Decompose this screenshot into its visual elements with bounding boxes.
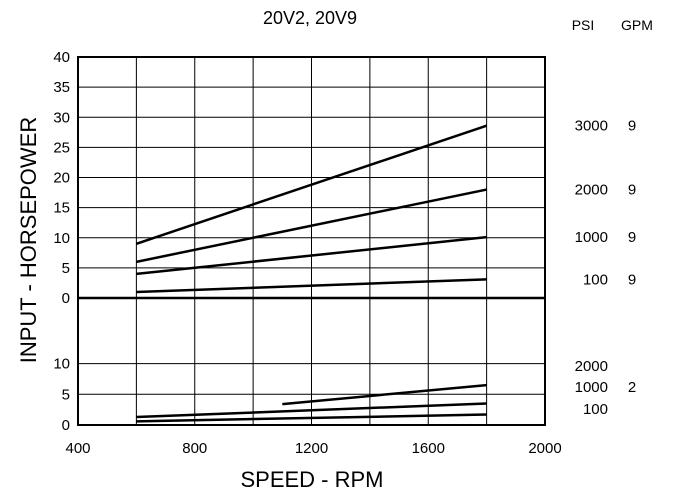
gpm-header: GPM bbox=[621, 17, 653, 33]
grid-upper bbox=[78, 57, 545, 298]
lower-series-line bbox=[136, 413, 487, 423]
y-tick-label-upper: 25 bbox=[53, 139, 70, 156]
y-axis-label: INPUT - HORSEPOWER bbox=[16, 117, 41, 364]
psi-label-lower: 1000 bbox=[575, 379, 608, 396]
right-labels: 3000 9 2000 9 1000 9 100 9 2000 1000 100 2 bbox=[575, 118, 637, 418]
upper-series-group bbox=[135, 124, 488, 294]
x-tick-label: 400 bbox=[65, 440, 90, 457]
y-tick-label-upper: 40 bbox=[53, 49, 70, 66]
psi-label: 3000 bbox=[575, 118, 608, 135]
y-tick-label-lower: 5 bbox=[62, 386, 70, 403]
y-tick-label-upper: 10 bbox=[53, 230, 70, 247]
x-tick-label: 2000 bbox=[528, 440, 561, 457]
gpm-label: 9 bbox=[628, 229, 636, 246]
lower-series-group bbox=[136, 383, 487, 423]
plot-frame bbox=[77, 56, 546, 426]
psi-label: 2000 bbox=[575, 182, 608, 199]
lower-series-line bbox=[282, 383, 487, 406]
plot-border bbox=[77, 56, 546, 426]
x-tick-label: 1200 bbox=[295, 440, 328, 457]
y-tick-label-lower: 0 bbox=[62, 417, 70, 434]
y-tick-label-upper: 35 bbox=[53, 79, 70, 96]
psi-header: PSI bbox=[572, 17, 595, 33]
y-tick-label-upper: 5 bbox=[62, 260, 70, 277]
psi-label-lower: 100 bbox=[583, 401, 608, 418]
gpm-label: 9 bbox=[628, 271, 636, 288]
y-tick-label-upper: 0 bbox=[62, 290, 70, 307]
gpm-label: 9 bbox=[628, 182, 636, 199]
grid-lower bbox=[78, 298, 545, 425]
tick-labels: 40 35 30 25 20 15 10 5 0 10 5 0 400 800 1200 1600 2000 bbox=[53, 49, 561, 457]
psi-label-lower: 2000 bbox=[575, 358, 608, 375]
psi-label: 100 bbox=[583, 271, 608, 288]
upper-series-line bbox=[136, 235, 487, 276]
lower-series-line bbox=[136, 402, 487, 419]
upper-series-line bbox=[136, 278, 487, 294]
x-tick-label: 1600 bbox=[412, 440, 445, 457]
x-tick-label: 800 bbox=[182, 440, 207, 457]
y-tick-label-upper: 15 bbox=[53, 200, 70, 217]
chart-title: 20V2, 20V9 bbox=[263, 8, 357, 28]
x-axis-label: SPEED - RPM bbox=[240, 467, 383, 492]
y-tick-label-lower: 10 bbox=[53, 356, 70, 373]
y-tick-label-upper: 20 bbox=[53, 170, 70, 187]
upper-series-line bbox=[135, 124, 488, 245]
gpm-label-lower: 2 bbox=[628, 379, 636, 396]
gpm-label: 9 bbox=[628, 118, 636, 135]
y-tick-label-upper: 30 bbox=[53, 109, 70, 126]
psi-label: 1000 bbox=[575, 229, 608, 246]
upper-series-line bbox=[136, 188, 487, 264]
